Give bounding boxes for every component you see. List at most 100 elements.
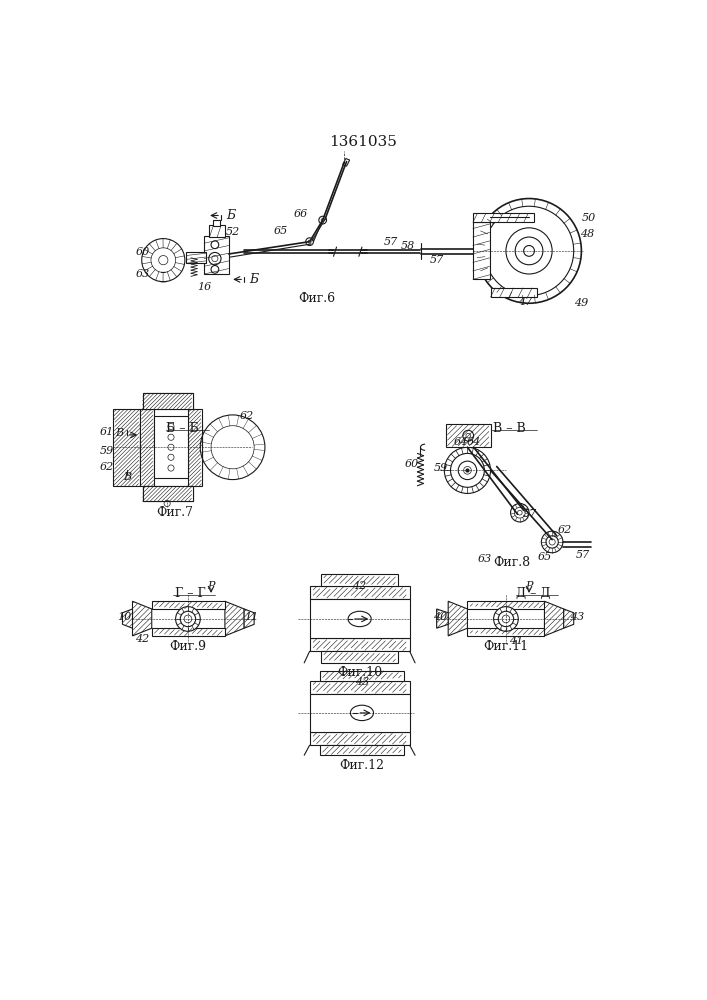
Text: В – В: В – В	[493, 422, 526, 434]
Polygon shape	[448, 601, 467, 636]
Bar	[143, 486, 192, 501]
Text: 65: 65	[537, 552, 551, 562]
Polygon shape	[343, 158, 350, 166]
Text: 50: 50	[582, 213, 596, 223]
Polygon shape	[321, 651, 398, 663]
Text: 11: 11	[245, 612, 259, 622]
Text: 58: 58	[401, 241, 415, 251]
Bar	[214, 220, 219, 226]
Polygon shape	[310, 732, 409, 745]
Circle shape	[450, 453, 484, 487]
Bar	[473, 213, 534, 222]
Polygon shape	[563, 609, 573, 628]
Circle shape	[444, 447, 491, 493]
Bar	[140, 409, 154, 486]
Polygon shape	[152, 601, 225, 609]
Ellipse shape	[351, 705, 373, 721]
Text: Р: Р	[525, 581, 533, 591]
Polygon shape	[152, 628, 225, 636]
Text: Фиг.7: Фиг.7	[156, 506, 193, 519]
Text: Фиг.9: Фиг.9	[170, 640, 206, 653]
Text: 61: 61	[100, 427, 115, 437]
Circle shape	[510, 503, 529, 522]
Text: 64: 64	[467, 437, 481, 447]
Circle shape	[458, 461, 477, 480]
Text: 10: 10	[117, 612, 132, 622]
Text: Д – Д: Д – Д	[515, 587, 550, 600]
Circle shape	[180, 611, 196, 627]
Text: 49: 49	[574, 298, 588, 308]
Polygon shape	[225, 601, 244, 636]
Text: 57: 57	[575, 550, 590, 560]
Text: 62: 62	[558, 525, 573, 535]
Text: 43: 43	[570, 612, 584, 622]
Text: Фиг.11: Фиг.11	[484, 640, 529, 653]
Polygon shape	[320, 745, 404, 755]
Circle shape	[546, 536, 559, 548]
Text: Г – Г: Г – Г	[175, 587, 206, 600]
Polygon shape	[132, 601, 152, 636]
Bar	[113, 409, 140, 486]
Text: В: В	[115, 428, 124, 438]
Circle shape	[498, 611, 514, 627]
Text: 1361035: 1361035	[329, 135, 397, 149]
Text: 63: 63	[135, 269, 150, 279]
Ellipse shape	[348, 611, 371, 627]
Polygon shape	[244, 609, 254, 628]
Bar	[143, 486, 192, 501]
Text: 65: 65	[274, 226, 288, 236]
Polygon shape	[320, 671, 404, 681]
Text: Фиг.10: Фиг.10	[337, 666, 382, 679]
Bar	[209, 225, 225, 237]
Text: 40: 40	[433, 612, 448, 622]
Bar	[143, 393, 192, 409]
Polygon shape	[467, 601, 544, 609]
Text: 59: 59	[100, 446, 115, 456]
Text: Б – Б: Б – Б	[166, 422, 199, 434]
Text: 16: 16	[197, 282, 211, 292]
Text: 59: 59	[433, 463, 448, 473]
Polygon shape	[122, 609, 132, 628]
Polygon shape	[544, 601, 563, 636]
Text: 62: 62	[100, 462, 115, 472]
Bar	[329, 247, 363, 256]
Text: Б: Б	[226, 209, 235, 222]
Polygon shape	[310, 681, 409, 694]
Bar	[140, 424, 201, 470]
Text: В: В	[123, 472, 132, 482]
Text: 60: 60	[405, 459, 419, 469]
Text: Б: Б	[250, 273, 259, 286]
Bar	[491, 288, 537, 297]
Circle shape	[542, 531, 563, 553]
Circle shape	[175, 607, 200, 631]
Bar	[310, 599, 409, 638]
Text: 57: 57	[383, 237, 397, 247]
Bar	[188, 409, 201, 486]
Text: 42: 42	[135, 634, 150, 644]
Text: 60: 60	[135, 247, 150, 257]
Bar	[473, 222, 490, 279]
Text: Фиг.8: Фиг.8	[493, 556, 531, 569]
Text: 66: 66	[294, 209, 308, 219]
Text: 57: 57	[430, 255, 444, 265]
Bar	[143, 393, 192, 409]
Text: 42: 42	[353, 581, 367, 591]
Text: Фиг.12: Фиг.12	[339, 759, 385, 772]
Text: 63: 63	[477, 554, 491, 564]
Text: 57: 57	[522, 509, 537, 519]
Polygon shape	[310, 638, 409, 651]
Text: 62: 62	[240, 411, 254, 421]
Bar	[310, 694, 409, 732]
Polygon shape	[310, 586, 409, 599]
Polygon shape	[321, 574, 398, 586]
Text: 43: 43	[355, 677, 369, 687]
Text: Р: Р	[207, 581, 215, 591]
Circle shape	[493, 607, 518, 631]
Bar	[187, 252, 206, 263]
Bar	[154, 416, 188, 478]
Text: 52: 52	[226, 227, 240, 237]
Text: 48: 48	[580, 229, 594, 239]
Text: 47: 47	[518, 297, 532, 307]
Text: 41: 41	[509, 636, 523, 646]
Polygon shape	[437, 609, 448, 628]
